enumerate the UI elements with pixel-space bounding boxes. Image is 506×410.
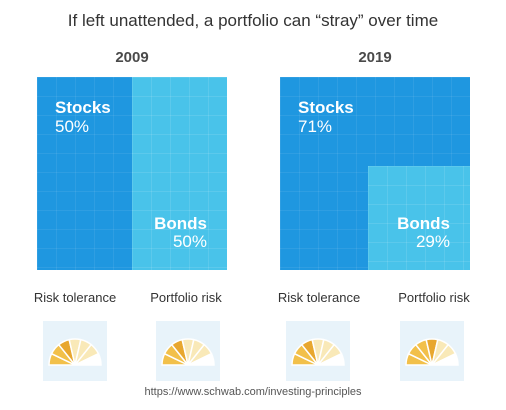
bonds-label-2009: Bonds 50% xyxy=(154,213,207,252)
stocks-name-2019: Stocks xyxy=(298,98,354,117)
gauge-segment xyxy=(317,352,345,366)
stocks-name-2009: Stocks xyxy=(55,98,111,117)
caption-portfolio-risk-2019: Portfolio risk xyxy=(398,290,470,305)
source-url: https://www.schwab.com/investing-princip… xyxy=(144,386,362,398)
portfolio-risk-gauge-2019 xyxy=(400,321,464,381)
stocks-label-2019: Stocks 71% xyxy=(298,98,354,136)
gauge-svg xyxy=(405,338,459,366)
allocation-chart-2009: Stocks 50% Bonds 50% xyxy=(37,77,227,270)
gauge-segment xyxy=(74,352,102,366)
caption-portfolio-risk-2009: Portfolio risk xyxy=(150,290,222,305)
gauge-segment xyxy=(187,352,215,366)
caption-risk-tolerance-2009: Risk tolerance xyxy=(33,290,117,305)
year-label-2009: 2009 xyxy=(115,49,149,66)
bonds-percent-2009: 50% xyxy=(172,232,207,252)
bonds-label-2019: Bonds 29% xyxy=(397,213,450,252)
bonds-block-2009 xyxy=(132,77,227,270)
stocks-label-2009: Stocks 50% xyxy=(55,98,111,136)
bonds-name-2019: Bonds xyxy=(397,213,450,233)
gauge-svg xyxy=(291,338,345,366)
year-label-2019: 2019 xyxy=(358,49,392,66)
bonds-block-2019 xyxy=(367,166,470,270)
chart-title: If left unattended, a portfolio can “str… xyxy=(67,11,439,30)
portfolio-risk-gauge-2009 xyxy=(156,321,220,381)
gauge-segment xyxy=(431,352,459,366)
allocation-chart-2019: Stocks 71% Bonds 29% xyxy=(280,77,470,270)
risk-tolerance-gauge-2019 xyxy=(286,321,350,381)
caption-risk-tolerance-2019: Risk tolerance xyxy=(277,290,361,305)
bonds-percent-2019: 29% xyxy=(415,232,450,252)
stocks-percent-2009: 50% xyxy=(55,116,90,136)
risk-tolerance-gauge-2009 xyxy=(43,321,107,381)
stocks-percent-2019: 71% xyxy=(298,116,333,136)
bonds-name-2009: Bonds xyxy=(154,213,207,233)
gauge-svg xyxy=(161,338,215,366)
gauge-svg xyxy=(48,338,102,366)
